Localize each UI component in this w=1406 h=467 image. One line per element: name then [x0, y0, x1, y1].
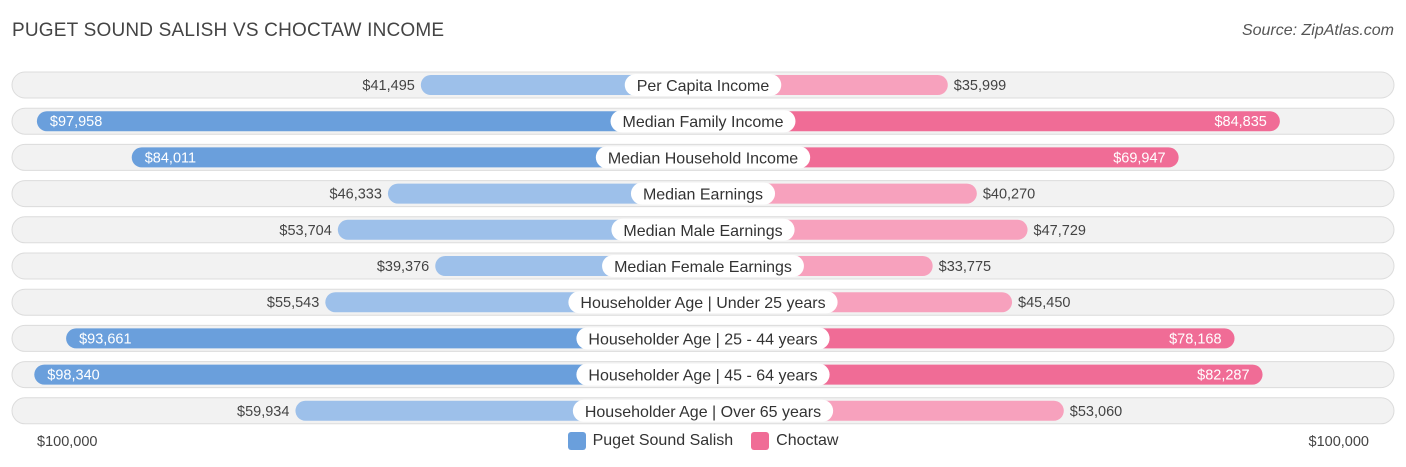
- category-pill-householder-age-over-65-years: [572, 399, 834, 422]
- value-label-puget-sound-salish-householder-age-over-65-years: $59,934: [237, 404, 289, 420]
- category-pill-median-female-earnings: [602, 255, 804, 277]
- category-label-median-male-earnings: Median Male Earnings: [623, 223, 782, 240]
- category-pill-median-family-income: [610, 110, 796, 133]
- bar-puget-sound-salish-median-male-earnings: [337, 219, 703, 240]
- income-chart: $41,495 $35,999 Per Capita Income $97,958 $8…: [11, 71, 1395, 425]
- legend-swatch-choctaw: [751, 432, 770, 450]
- value-label-choctaw-median-male-earnings: $47,729: [1034, 223, 1086, 239]
- value-label-choctaw-per-capita-income: $35,999: [954, 78, 1006, 94]
- bar-choctaw-median-household-income: [703, 147, 1179, 168]
- value-label-choctaw-householder-age-over-65-years: $53,060: [1070, 404, 1122, 420]
- value-label-choctaw-householder-age-25-44-years: $78,168: [1169, 331, 1221, 347]
- value-label-puget-sound-salish-median-female-earnings: $39,376: [377, 259, 429, 275]
- category-label-median-earnings: Median Earnings: [643, 187, 763, 204]
- value-label-puget-sound-salish-median-earnings: $46,333: [330, 187, 382, 203]
- category-pill-per-capita-income: [624, 74, 782, 96]
- category-pill-householder-age-under-25-years: [568, 291, 838, 314]
- value-label-puget-sound-salish-householder-age-45-64-years: $98,340: [47, 368, 99, 384]
- category-label-householder-age-over-65-years: Householder Age | Over 65 years: [585, 404, 821, 421]
- category-label-householder-age-25-44-years: Householder Age | 25 - 44 years: [588, 331, 817, 348]
- value-label-choctaw-householder-age-45-64-years: $82,287: [1197, 368, 1249, 384]
- legend-label-choctaw: Choctaw: [776, 432, 839, 449]
- value-label-puget-sound-salish-median-family-income: $97,958: [50, 114, 102, 130]
- bar-choctaw-median-family-income: [703, 111, 1280, 132]
- category-label-householder-age-45-64-years: Householder Age | 45 - 64 years: [588, 368, 817, 385]
- value-label-puget-sound-salish-median-male-earnings: $53,704: [279, 223, 331, 239]
- bar-puget-sound-salish-median-family-income: [36, 111, 703, 132]
- value-label-choctaw-median-family-income: $84,835: [1214, 114, 1266, 130]
- category-label-median-female-earnings: Median Female Earnings: [614, 259, 792, 276]
- bar-choctaw-householder-age-45-64-years: [703, 364, 1263, 385]
- value-label-puget-sound-salish-householder-age-25-44-years: $93,661: [79, 331, 131, 347]
- bar-puget-sound-salish-median-earnings: [387, 183, 703, 204]
- axis-left-label: $100,000: [37, 434, 98, 450]
- value-label-choctaw-householder-age-under-25-years: $45,450: [1018, 295, 1070, 311]
- bar-puget-sound-salish-median-household-income: [131, 147, 703, 168]
- value-label-choctaw-median-household-income: $69,947: [1113, 150, 1165, 166]
- bar-puget-sound-salish-householder-age-45-64-years: [34, 364, 703, 385]
- category-label-householder-age-under-25-years: Householder Age | Under 25 years: [580, 295, 825, 312]
- value-label-puget-sound-salish-per-capita-income: $41,495: [362, 78, 414, 94]
- chart-title: PUGET SOUND SALISH VS CHOCTAW INCOME: [12, 20, 445, 41]
- bar-puget-sound-salish-householder-age-25-44-years: [66, 328, 703, 349]
- bar-choctaw-householder-age-25-44-years: [703, 328, 1235, 349]
- legend: Puget Sound Salish Choctaw: [0, 432, 1406, 450]
- source-label: Source: ZipAtlas.com: [1241, 22, 1394, 39]
- category-label-per-capita-income: Per Capita Income: [637, 78, 770, 95]
- category-pill-householder-age-25-44-years: [576, 327, 830, 350]
- legend-item-puget-sound-salish[interactable]: Puget Sound Salish: [567, 432, 734, 450]
- category-label-median-household-income: Median Household Income: [608, 150, 798, 167]
- category-pill-householder-age-45-64-years: [576, 363, 830, 386]
- value-label-puget-sound-salish-median-household-income: $84,011: [145, 150, 196, 166]
- value-label-choctaw-median-female-earnings: $33,775: [939, 259, 991, 275]
- axis-right-label: $100,000: [1308, 434, 1369, 450]
- category-label-median-family-income: Median Family Income: [623, 114, 784, 131]
- legend-item-choctaw[interactable]: Choctaw: [751, 432, 838, 450]
- value-label-choctaw-median-earnings: $40,270: [983, 187, 1035, 203]
- legend-swatch-puget-sound-salish: [567, 432, 586, 450]
- category-pill-median-household-income: [595, 146, 811, 169]
- value-label-puget-sound-salish-householder-age-under-25-years: $55,543: [267, 295, 319, 311]
- category-pill-median-earnings: [630, 182, 776, 205]
- category-pill-median-male-earnings: [611, 218, 795, 241]
- legend-label-puget-sound-salish: Puget Sound Salish: [592, 432, 734, 449]
